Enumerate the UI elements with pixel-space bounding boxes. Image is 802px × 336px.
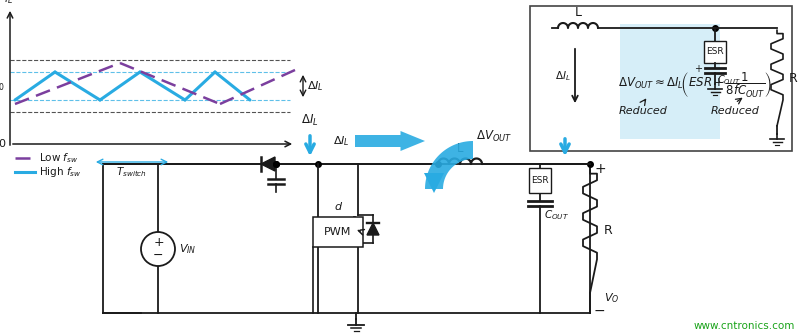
Text: Reduced: Reduced [711, 106, 759, 116]
Text: $\Delta I_L$: $\Delta I_L$ [555, 69, 571, 83]
Polygon shape [424, 173, 444, 193]
Text: $I_0$: $I_0$ [0, 79, 5, 93]
Text: $\Delta I_L$: $\Delta I_L$ [334, 134, 350, 148]
Text: $i_L$: $i_L$ [3, 0, 13, 6]
Bar [529, 168, 551, 193]
Text: R: R [789, 72, 798, 84]
Text: $C_{OUT}$: $C_{OUT}$ [717, 73, 741, 87]
Text: $\Delta V_{OUT}$: $\Delta V_{OUT}$ [476, 128, 512, 143]
Text: L: L [457, 142, 464, 155]
Text: $V_O$: $V_O$ [604, 291, 619, 305]
Bar [530, 6, 792, 151]
Circle shape [141, 232, 175, 266]
Text: d: d [334, 202, 342, 212]
Polygon shape [425, 141, 473, 189]
Text: R: R [604, 224, 613, 238]
Text: Reduced: Reduced [618, 106, 667, 116]
Bar [313, 217, 363, 247]
Text: PWM: PWM [324, 227, 352, 237]
Text: −: − [152, 249, 164, 261]
Polygon shape [355, 131, 425, 151]
Bar [620, 24, 720, 139]
Text: +: + [154, 237, 164, 250]
Text: www.cntronics.com: www.cntronics.com [694, 321, 795, 331]
Text: +: + [594, 162, 606, 176]
Text: Low $f_{sw}$: Low $f_{sw}$ [39, 151, 79, 165]
Text: L: L [574, 6, 581, 19]
Text: +: + [694, 64, 702, 74]
Text: $V_{IN}$: $V_{IN}$ [179, 242, 196, 256]
Text: $C_{OUT}$: $C_{OUT}$ [544, 208, 569, 222]
Text: $T_{switch}$: $T_{switch}$ [116, 165, 148, 179]
Text: $\Delta I_L$: $\Delta I_L$ [307, 79, 324, 93]
Polygon shape [261, 157, 275, 171]
Bar [704, 41, 726, 63]
Text: $\Delta V_{OUT} \approx \Delta I_L\!\left(ESR + \dfrac{1}{8fC_{OUT}}\right)$: $\Delta V_{OUT} \approx \Delta I_L\!\lef… [618, 70, 772, 98]
Text: 0: 0 [0, 139, 5, 149]
Text: $\Delta I_L$: $\Delta I_L$ [302, 113, 319, 128]
Text: −: − [594, 304, 606, 318]
Text: ESR: ESR [531, 176, 549, 185]
Polygon shape [367, 223, 379, 235]
Text: ESR: ESR [707, 47, 724, 56]
Text: High $f_{sw}$: High $f_{sw}$ [39, 165, 82, 179]
